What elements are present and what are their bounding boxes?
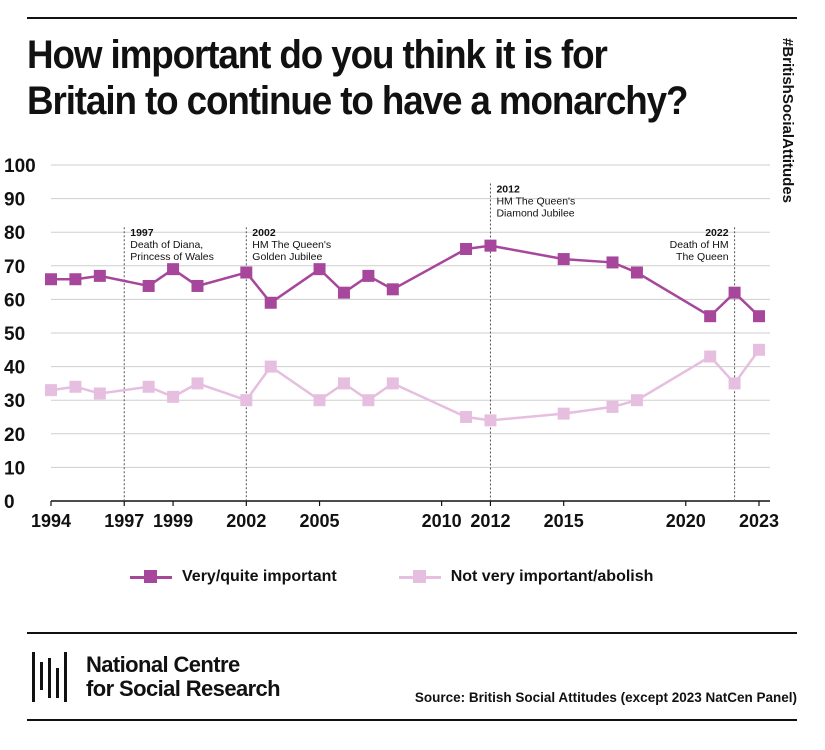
data-point bbox=[753, 343, 765, 356]
data-point bbox=[337, 286, 350, 299]
footer-rule-top bbox=[27, 632, 797, 634]
logo-text: National Centre for Social Research bbox=[86, 652, 281, 701]
data-point bbox=[167, 263, 180, 276]
legend-swatch-abolish bbox=[398, 570, 441, 584]
data-point bbox=[167, 390, 180, 403]
natcen-logo: National Centre for Social Research bbox=[32, 652, 281, 702]
x-tick-label: 2023 bbox=[739, 511, 779, 531]
annotation-label: 2012 bbox=[496, 184, 520, 196]
annotation-label: HM The Queen's bbox=[252, 239, 331, 251]
data-point bbox=[313, 394, 326, 407]
data-point bbox=[191, 377, 204, 390]
data-point bbox=[313, 263, 326, 276]
annotation-label: The Queen bbox=[676, 251, 729, 263]
data-point bbox=[191, 279, 204, 292]
annotation-label: Death of HM bbox=[670, 239, 729, 251]
annotation-label: Death of Diana, bbox=[130, 239, 203, 251]
annotation-label: Princess of Wales bbox=[130, 251, 214, 263]
x-tick-label: 2010 bbox=[422, 511, 462, 531]
annotation-label: Diamond Jubilee bbox=[496, 208, 574, 220]
legend-label-important: Very/quite important bbox=[182, 568, 337, 585]
x-tick-label: 1999 bbox=[153, 511, 193, 531]
chart-title: How important do you think it is for Bri… bbox=[27, 33, 688, 123]
legend-item-abolish: Not very important/abolish bbox=[398, 568, 654, 586]
annotation-label: 2002 bbox=[252, 227, 276, 239]
data-point bbox=[460, 243, 473, 255]
data-point bbox=[606, 256, 619, 269]
source-note: Source: British Social Attitudes (except… bbox=[414, 690, 797, 705]
y-tick-label: 100 bbox=[4, 156, 36, 177]
x-tick-label: 2002 bbox=[226, 511, 266, 531]
data-point bbox=[264, 296, 277, 309]
logo-bars-icon bbox=[32, 652, 72, 702]
data-point bbox=[362, 394, 375, 407]
data-point bbox=[704, 310, 717, 323]
data-point bbox=[728, 286, 741, 299]
data-point bbox=[264, 360, 277, 373]
y-tick-label: 0 bbox=[4, 492, 15, 513]
data-point bbox=[386, 283, 399, 296]
footer-rule-bottom bbox=[27, 719, 797, 721]
data-point bbox=[240, 266, 253, 279]
series-line bbox=[50, 349, 761, 422]
data-point bbox=[630, 394, 643, 407]
data-point bbox=[240, 394, 253, 407]
y-tick-label: 30 bbox=[4, 391, 25, 412]
y-tick-label: 70 bbox=[4, 257, 25, 278]
data-point bbox=[606, 400, 619, 413]
data-point bbox=[69, 380, 82, 393]
annotation-label: 1997 bbox=[130, 227, 154, 239]
data-point bbox=[630, 266, 643, 279]
data-point bbox=[704, 350, 717, 363]
data-point bbox=[753, 310, 765, 323]
line-chart: 0 10 20 30 40 50 60 70 80 90 100 1994 1997 1999 2002 20… bbox=[4, 156, 779, 531]
x-tick-label: 2020 bbox=[666, 511, 706, 531]
data-point bbox=[484, 239, 497, 252]
x-tick-label: 2015 bbox=[544, 511, 584, 531]
legend-item-important: Very/quite important bbox=[130, 568, 337, 586]
y-tick-label: 80 bbox=[4, 223, 25, 244]
data-point bbox=[142, 380, 155, 393]
x-tick-label: 2005 bbox=[300, 511, 340, 531]
data-point bbox=[69, 273, 82, 286]
data-point bbox=[557, 407, 570, 420]
y-tick-label: 60 bbox=[4, 290, 25, 311]
data-point bbox=[460, 411, 473, 423]
data-point bbox=[728, 377, 741, 390]
annotation-label: HM The Queen's bbox=[496, 196, 575, 208]
y-tick-label: 20 bbox=[4, 425, 25, 446]
data-point bbox=[484, 414, 497, 427]
x-tick-label: 1994 bbox=[31, 511, 71, 531]
y-tick-label: 50 bbox=[4, 324, 25, 345]
data-point bbox=[142, 279, 155, 292]
x-tick-label: 2012 bbox=[470, 511, 510, 531]
legend: Very/quite important Not very important/… bbox=[130, 566, 715, 588]
legend-label-abolish: Not very important/abolish bbox=[450, 568, 654, 585]
logo-line-1: National Centre bbox=[86, 652, 240, 677]
data-point bbox=[362, 269, 375, 282]
annotation-label: Golden Jubilee bbox=[252, 251, 322, 263]
top-rule bbox=[27, 17, 797, 19]
logo-line-2: for Social Research bbox=[86, 676, 281, 701]
data-point bbox=[557, 253, 570, 266]
x-tick-label: 1997 bbox=[104, 511, 144, 531]
y-tick-label: 10 bbox=[4, 458, 25, 479]
data-point bbox=[45, 273, 57, 286]
annotation-label: 2022 bbox=[705, 227, 729, 239]
data-point bbox=[93, 269, 106, 282]
data-point bbox=[337, 377, 350, 390]
data-point bbox=[45, 384, 57, 397]
y-tick-label: 90 bbox=[4, 190, 25, 211]
legend-swatch-important bbox=[130, 570, 172, 584]
data-point bbox=[386, 377, 399, 390]
data-point bbox=[93, 387, 106, 400]
y-tick-label: 40 bbox=[4, 358, 25, 379]
